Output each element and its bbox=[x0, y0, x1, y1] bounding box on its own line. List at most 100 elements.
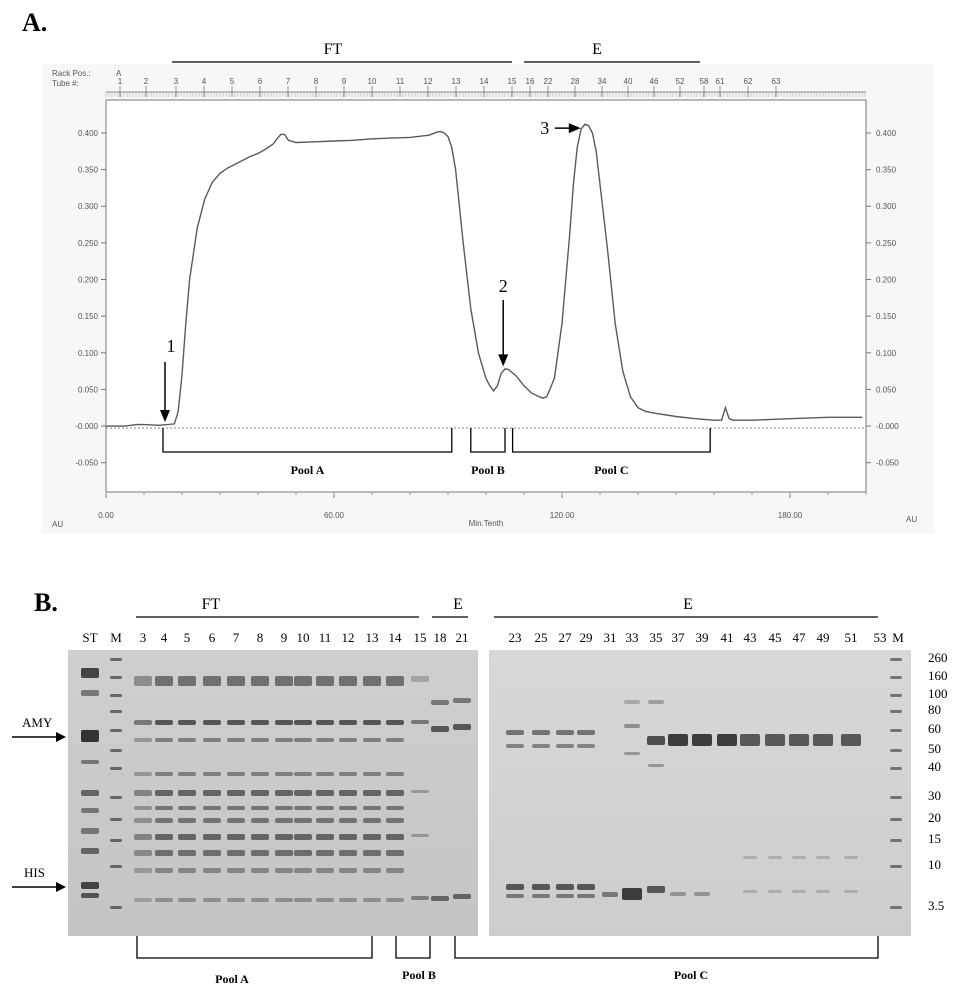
gel-band bbox=[134, 834, 152, 840]
gel-band bbox=[227, 806, 245, 810]
gel-band bbox=[316, 720, 334, 725]
gel-band bbox=[339, 818, 357, 823]
gel-band bbox=[316, 818, 334, 823]
gel-band bbox=[363, 850, 381, 856]
gel-band bbox=[556, 744, 574, 748]
gel-band bbox=[203, 898, 221, 902]
gel-band bbox=[890, 865, 902, 868]
gel-band bbox=[890, 818, 902, 821]
y-ticks-left: 0.400 0.350 0.300 0.250 0.200 0.150 0.100 0.050… bbox=[75, 129, 106, 468]
gel-band bbox=[134, 898, 152, 902]
lane-label: 43 bbox=[744, 630, 757, 645]
tube-number: 11 bbox=[396, 77, 405, 86]
gel-band bbox=[227, 772, 245, 776]
lane-label: 9 bbox=[281, 630, 288, 645]
amy-arrow-head bbox=[56, 732, 66, 742]
gel-band bbox=[386, 772, 404, 776]
gel-band bbox=[648, 700, 664, 704]
y-tick-left-label: 0.250 bbox=[78, 239, 99, 248]
gel-band bbox=[203, 868, 221, 873]
gel-band bbox=[251, 898, 269, 902]
lane-label: 25 bbox=[535, 630, 548, 645]
gel-band bbox=[556, 730, 574, 735]
gel-band bbox=[363, 738, 381, 742]
gel-band bbox=[110, 710, 122, 713]
gel-band bbox=[155, 834, 173, 840]
lane-label: 45 bbox=[769, 630, 782, 645]
mw-label: 160 bbox=[928, 668, 948, 683]
gel-band bbox=[506, 744, 524, 748]
gel-band bbox=[134, 850, 152, 856]
x-tick-label: 180.00 bbox=[778, 511, 803, 520]
gel-band bbox=[431, 896, 449, 901]
tube-number: 58 bbox=[700, 77, 709, 86]
gel-band bbox=[844, 856, 858, 859]
gel-band bbox=[251, 790, 269, 796]
peak-annotations: 1 2 3 bbox=[160, 118, 581, 423]
gel-band bbox=[251, 850, 269, 856]
gel-band bbox=[81, 808, 99, 813]
pool-c-label-b: Pool C bbox=[674, 968, 708, 982]
tube-number: 12 bbox=[424, 77, 433, 86]
gel-band bbox=[694, 892, 710, 896]
x-ticks: 0.00 60.00 120.00 180.00 bbox=[98, 492, 867, 520]
gel-band bbox=[134, 806, 152, 810]
lane-label: 29 bbox=[580, 630, 593, 645]
gel-band bbox=[275, 790, 293, 796]
gel-band bbox=[532, 884, 550, 890]
lane-label: 41 bbox=[721, 630, 734, 645]
gel-band bbox=[251, 772, 269, 776]
mw-label: 10 bbox=[928, 857, 941, 872]
gel-band bbox=[227, 898, 245, 902]
gel-band bbox=[155, 676, 173, 686]
gel-band bbox=[110, 796, 122, 799]
annotation-label-1: 1 bbox=[167, 336, 176, 356]
gel-band bbox=[890, 729, 902, 732]
gel-band bbox=[386, 898, 404, 902]
gel-band bbox=[178, 850, 196, 856]
rack-pos-value: A bbox=[116, 69, 122, 78]
gel-band bbox=[81, 828, 99, 834]
tube-number: 2 bbox=[144, 77, 149, 86]
gel-band bbox=[203, 790, 221, 796]
pool-bracket bbox=[511, 428, 711, 453]
annotation-label-2: 2 bbox=[499, 276, 508, 296]
gel-band bbox=[110, 694, 122, 697]
lane-label: 7 bbox=[233, 630, 240, 645]
gel-band bbox=[506, 730, 524, 735]
gel-band bbox=[155, 850, 173, 856]
gel-band bbox=[816, 856, 830, 859]
gel-band bbox=[203, 720, 221, 725]
chromatogram-chart: 1 2 3 4 5 6 7 8 9 10 11 12 13 14 15 16 22 28 34 40 46 52 58 61 6… bbox=[52, 41, 918, 529]
pool-a-label-b: Pool A bbox=[215, 972, 249, 986]
gel-band bbox=[81, 690, 99, 696]
gel-band bbox=[890, 710, 902, 713]
y-tick-right-label: 0.200 bbox=[876, 276, 897, 285]
gel-band bbox=[411, 720, 429, 724]
lane-label: 27 bbox=[559, 630, 573, 645]
gel-band bbox=[81, 893, 99, 898]
lane-label: 11 bbox=[319, 630, 332, 645]
gel-band bbox=[294, 720, 312, 725]
tube-number: 63 bbox=[772, 77, 781, 86]
y-tick-left-label: 0.400 bbox=[78, 129, 99, 138]
gel-band bbox=[134, 818, 152, 823]
gel-band bbox=[155, 818, 173, 823]
gel-band bbox=[227, 676, 245, 686]
y-unit-right: AU bbox=[906, 515, 917, 524]
gel-band bbox=[275, 738, 293, 742]
pool-b-label-b: Pool B bbox=[402, 968, 436, 982]
e-header-text-b-left: E bbox=[453, 596, 463, 613]
absorbance-trace bbox=[106, 123, 863, 427]
tube-number: 34 bbox=[598, 77, 607, 86]
gel-band bbox=[227, 868, 245, 873]
gel-band bbox=[890, 906, 902, 909]
lane-labels-right: 23 25 27 29 31 33 35 37 39 41 43 45 47 49 51 53 bbox=[509, 630, 887, 645]
gel-band bbox=[251, 738, 269, 742]
gel-band bbox=[251, 834, 269, 840]
tube-number: 8 bbox=[314, 77, 319, 86]
gel-band bbox=[363, 772, 381, 776]
gel-band bbox=[294, 790, 312, 796]
lane-label: 10 bbox=[297, 630, 310, 645]
